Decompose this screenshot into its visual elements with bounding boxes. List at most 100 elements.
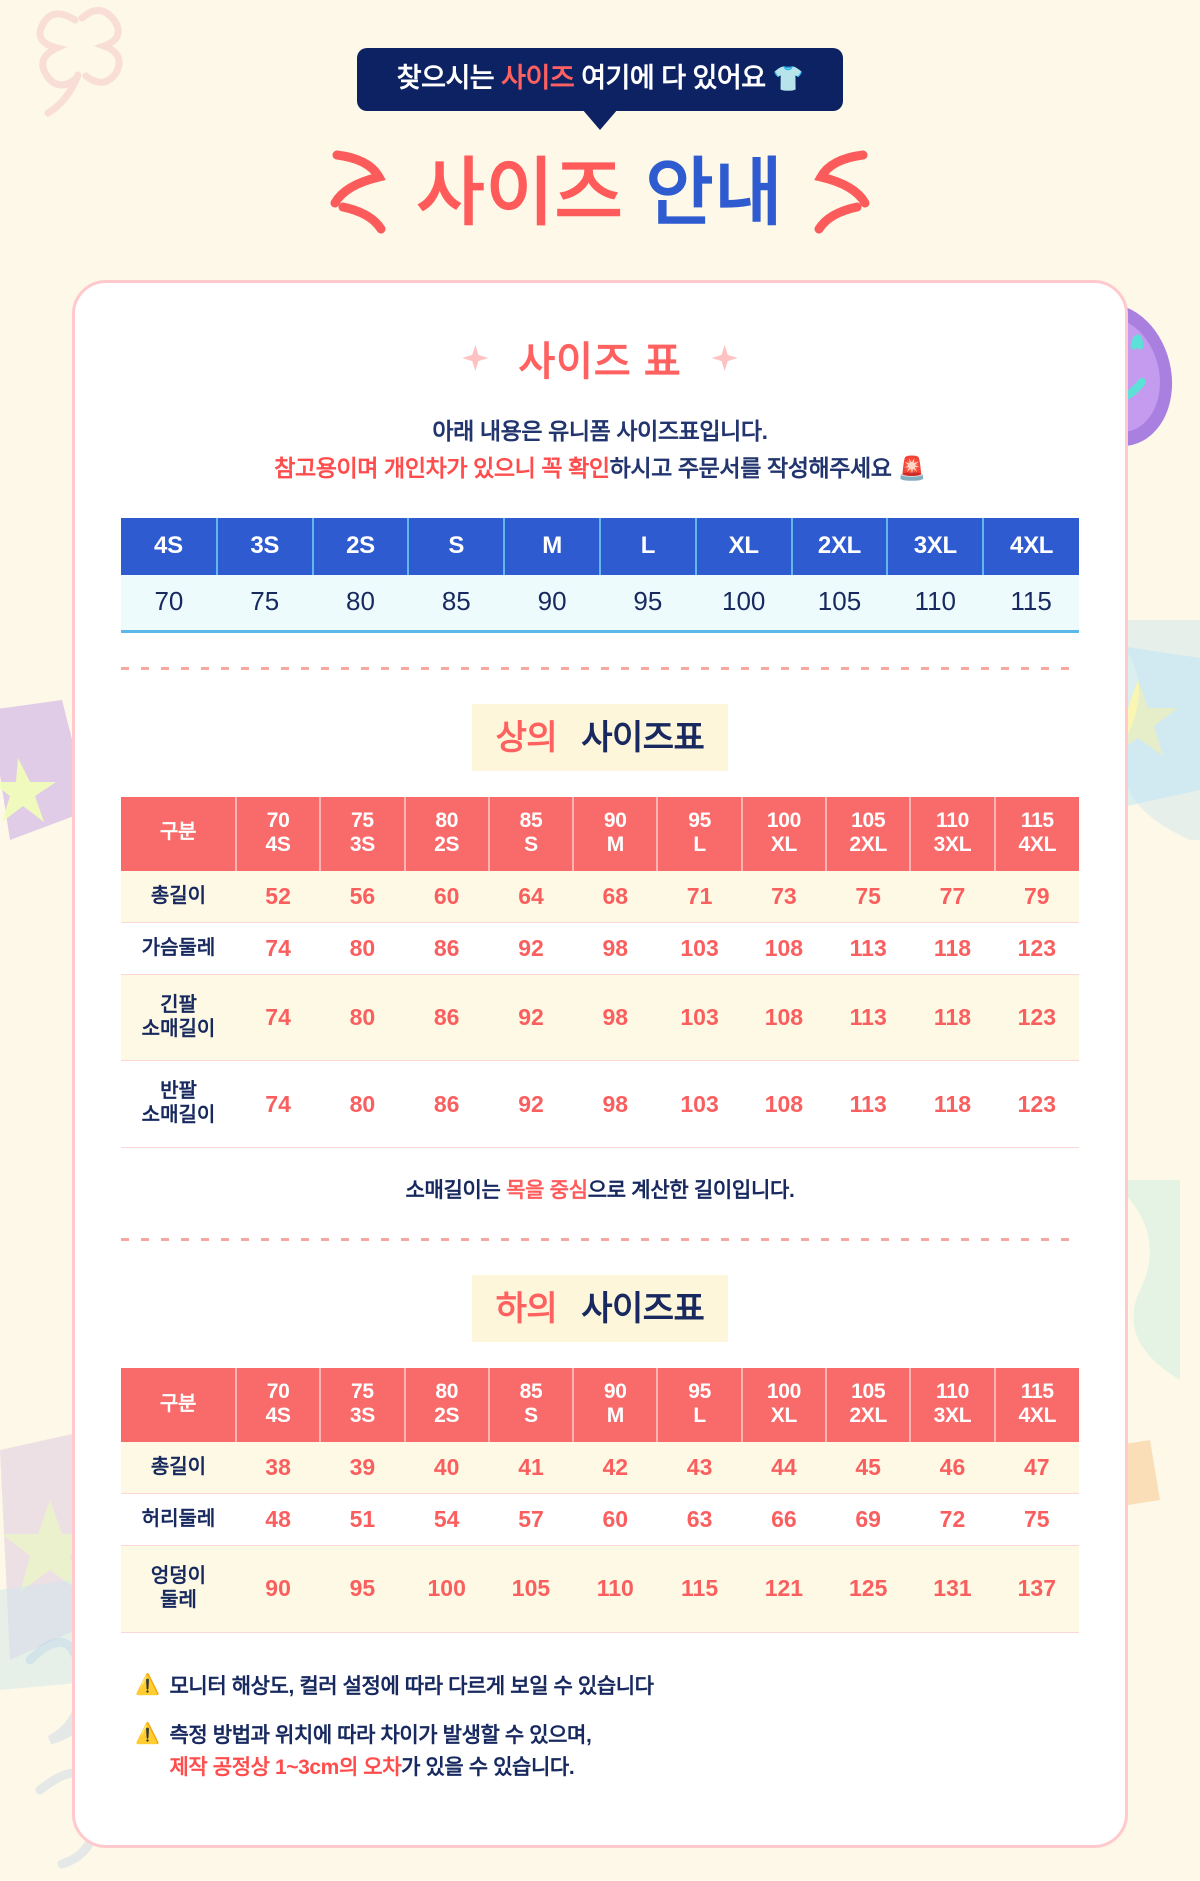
top-size-header-0: 70 4S [235, 796, 322, 872]
top-size-header-1: 75 3S [320, 796, 406, 872]
warning-text-line-1: 측정 방법과 위치에 따라 차이가 발생할 수 있으며, [169, 1724, 592, 1748]
bottom-cell-1-6: 66 [741, 1493, 827, 1547]
size-strip-label-3: S [408, 517, 506, 575]
top-table-header-row: 구분 70 4S 75 3S 80 2S 85 S 90 M 95 L 100 XL 105 2XL 110 3XL… [121, 796, 1079, 872]
description-line-2-navy: 하시고 주문서를 작성해주세요 🚨 [609, 455, 926, 482]
table-row: 반팔 소매길이 74 80 86 92 98 103 108 113 118 123 [121, 1060, 1079, 1148]
bottom-heading-red: 하의 [483, 1277, 570, 1336]
bottom-cell-1-3: 57 [488, 1493, 574, 1547]
bottom-cell-0-1: 39 [320, 1442, 405, 1495]
table-row: 긴팔 소매길이 74 80 86 92 98 103 108 113 118 123 [121, 974, 1079, 1062]
bottom-cell-0-5: 43 [657, 1442, 742, 1495]
table-row: 가슴둘레 74 80 86 92 98 103 108 113 118 123 [121, 922, 1079, 976]
bottom-size-header-1: 75 3S [320, 1367, 406, 1443]
top-cell-1-8: 118 [910, 922, 995, 976]
top-cell-1-9: 123 [994, 922, 1079, 976]
bottom-cell-0-2: 40 [404, 1442, 489, 1495]
top-cell-2-9: 123 [994, 974, 1079, 1062]
top-cell-1-6: 108 [741, 922, 827, 976]
bottom-cell-0-6: 44 [741, 1442, 827, 1495]
top-size-header-6: 100 XL [741, 796, 828, 872]
size-strip-value-8: 110 [887, 574, 984, 633]
top-cell-0-0: 52 [235, 871, 321, 924]
top-cell-3-9: 123 [994, 1060, 1079, 1148]
top-measurement-table: 구분 70 4S 75 3S 80 2S 85 S 90 M 95 L 100 XL 105 2XL 110 3XL… [121, 796, 1079, 1148]
banner-text-highlight: 사이즈 [501, 63, 575, 93]
top-cell-0-2: 60 [404, 871, 489, 924]
card-heading: 사이즈 표 [518, 340, 682, 384]
top-cell-0-3: 64 [488, 871, 574, 924]
warning-icon: ⚠️ [135, 1723, 160, 1746]
bottom-cell-0-7: 45 [826, 1442, 911, 1495]
top-cell-2-3: 92 [488, 974, 574, 1062]
size-strip-value-6: 100 [695, 574, 792, 633]
warning-text-tail: 가 있을 수 있습니다. [401, 1755, 575, 1779]
bottom-table-body: 총길이 38 39 40 41 42 43 44 45 46 47 허리둘레 48 51 54 57 60 63 6… [121, 1442, 1079, 1633]
top-cell-1-3: 92 [488, 922, 574, 976]
warning-icon: ⚠️ [135, 1673, 160, 1696]
bottom-cell-0-3: 41 [488, 1442, 574, 1495]
top-cell-1-7: 113 [826, 922, 911, 976]
warning-text-emphasis: 제작 공정상 1~3cm의 오차 [169, 1755, 402, 1779]
bottom-col-label: 구분 [121, 1367, 237, 1443]
sparkle-diamond-right-icon [711, 345, 738, 371]
size-strip-label-0: 4S [121, 517, 218, 575]
bottom-cell-1-7: 69 [826, 1493, 911, 1547]
top-size-header-9: 115 4XL [994, 796, 1079, 872]
top-size-header-2: 80 2S [404, 796, 490, 872]
top-cell-0-7: 75 [826, 871, 911, 924]
bottom-cell-0-8: 46 [910, 1442, 995, 1495]
top-cell-0-9: 79 [994, 871, 1079, 924]
top-cell-1-0: 74 [235, 922, 321, 976]
warning-item-1: ⚠️ 측정 방법과 위치에 따라 차이가 발생할 수 있으며, 제작 공정상 1~3… [135, 1720, 1065, 1783]
top-cell-3-6: 108 [741, 1060, 827, 1148]
top-cell-2-6: 108 [741, 974, 827, 1062]
bottom-size-header-4: 90 M [573, 1367, 659, 1443]
sparkle-diamond-left-icon [462, 345, 489, 371]
sleeve-note-red: 목을 중심 [506, 1178, 588, 1202]
bottom-section-heading-text: 하의 사이즈표 [471, 1274, 729, 1342]
bottom-table-wrapper: 구분 70 4S 75 3S 80 2S 85 S 90 M 95 L 100 XL 105 2XL 110 3XL… [75, 1367, 1125, 1633]
bottom-measurement-table: 구분 70 4S 75 3S 80 2S 85 S 90 M 95 L 100 XL 105 2XL 110 3XL… [121, 1367, 1079, 1633]
top-cell-1-1: 80 [320, 922, 405, 976]
sparkle-right-icon [814, 150, 870, 234]
banner-pointer [582, 109, 618, 130]
top-row-label-0: 총길이 [121, 871, 236, 924]
bottom-cell-1-5: 63 [657, 1493, 742, 1547]
page-title: 사이즈 안내 [417, 156, 784, 230]
bottom-cell-0-0: 38 [235, 1442, 321, 1495]
top-cell-2-1: 80 [320, 974, 405, 1062]
top-cell-1-4: 98 [573, 922, 658, 976]
banner-text-post: 여기에 다 있어요 [574, 63, 773, 93]
top-row-label-3: 반팔 소매길이 [121, 1060, 236, 1148]
top-size-header-8: 110 3XL [910, 796, 996, 872]
size-strip-value-0: 70 [121, 574, 217, 633]
banner-text-pre: 찾으시는 [396, 63, 502, 93]
top-size-header-3: 85 S [488, 796, 575, 872]
top-cell-0-4: 68 [573, 871, 658, 924]
top-heading-navy: 사이즈표 [569, 706, 717, 765]
top-cell-3-5: 103 [657, 1060, 742, 1148]
bottom-size-header-8: 110 3XL [910, 1367, 996, 1443]
table-row: 엉덩이 둘레 90 95 100 105 110 115 121 125 131 137 [121, 1545, 1079, 1633]
bottom-row-label-1: 허리둘레 [121, 1493, 236, 1547]
size-strip-value-3: 85 [408, 574, 505, 633]
bottom-cell-2-5: 115 [657, 1545, 742, 1633]
bottom-cell-2-8: 131 [910, 1545, 995, 1633]
size-guide-card: 사이즈 표 아래 내용은 유니폼 사이즈표입니다. 참고용이며 개인차가 있으니… [72, 280, 1128, 1849]
description-line-2-red: 참고용이며 개인차가 있으니 꼭 확인 [274, 455, 610, 482]
bottom-cell-1-1: 51 [320, 1493, 405, 1547]
bottom-cell-2-2: 100 [404, 1545, 489, 1633]
bottom-size-header-2: 80 2S [404, 1367, 490, 1443]
top-cell-3-2: 86 [404, 1060, 489, 1148]
top-row-label-1: 가슴둘레 [121, 922, 236, 976]
top-row-label-2: 긴팔 소매길이 [121, 974, 236, 1062]
top-cell-2-5: 103 [657, 974, 742, 1062]
top-section-heading-text: 상의 사이즈표 [471, 703, 729, 771]
top-cell-3-8: 118 [910, 1060, 995, 1148]
bottom-heading-navy: 사이즈표 [569, 1277, 717, 1336]
size-strip-label-5: L [599, 517, 697, 575]
table-row: 총길이 38 39 40 41 42 43 44 45 46 47 [121, 1442, 1079, 1495]
size-strip-label-7: 2XL [791, 517, 889, 575]
size-strip-label-6: XL [695, 517, 793, 575]
